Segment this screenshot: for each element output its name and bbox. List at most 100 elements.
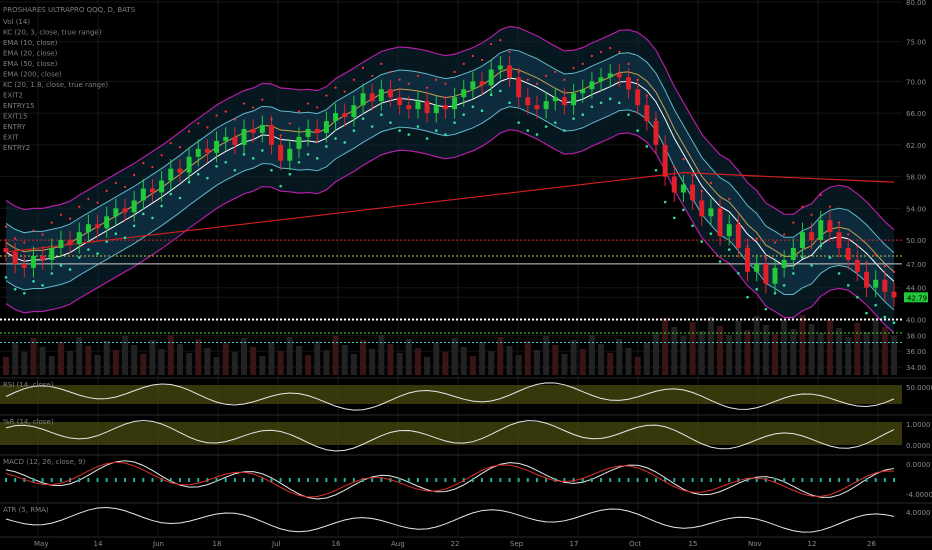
macd-histogram-bar bbox=[288, 478, 291, 482]
candle-body bbox=[571, 93, 577, 106]
exit-dot bbox=[123, 185, 127, 189]
candle-body bbox=[607, 73, 613, 78]
price-tick-label: 50.00 bbox=[906, 237, 926, 245]
entry-dot bbox=[114, 232, 118, 236]
candle-body bbox=[58, 240, 64, 249]
exit-dot bbox=[224, 110, 227, 113]
volume-bar bbox=[506, 346, 513, 375]
macd-histogram-bar bbox=[160, 478, 163, 482]
volume-bar bbox=[808, 324, 815, 375]
entry-dot bbox=[727, 248, 731, 251]
candle-body bbox=[268, 125, 274, 145]
macd-histogram-bar bbox=[819, 478, 822, 482]
volume-bar bbox=[231, 352, 238, 375]
volume-bar bbox=[662, 318, 669, 375]
candle-body bbox=[726, 224, 732, 237]
volume-bar bbox=[826, 319, 833, 375]
candle-body bbox=[287, 148, 293, 161]
entry-dot bbox=[608, 97, 612, 101]
macd-histogram-bar bbox=[874, 478, 877, 482]
entry-dot bbox=[563, 129, 566, 132]
entry-dot bbox=[59, 264, 63, 267]
candle-body bbox=[790, 248, 796, 260]
candle-body bbox=[671, 176, 677, 193]
candle-body bbox=[561, 97, 567, 106]
candle-body bbox=[818, 220, 824, 241]
exit-dot bbox=[215, 114, 218, 117]
exit-dot bbox=[746, 245, 749, 248]
macd-histogram-bar bbox=[682, 478, 685, 482]
macd-histogram-bar bbox=[508, 478, 511, 482]
candle-body bbox=[415, 101, 421, 110]
macd-histogram-bar bbox=[41, 478, 44, 482]
volume-bar bbox=[176, 344, 183, 375]
candle-body bbox=[241, 128, 247, 145]
macd-histogram-bar bbox=[764, 478, 767, 482]
exit-dot bbox=[645, 94, 648, 97]
macd-histogram-bar bbox=[14, 478, 17, 482]
volume-bar bbox=[259, 356, 266, 375]
exit-dot bbox=[133, 173, 136, 177]
candle-body bbox=[424, 101, 430, 114]
macd-histogram-bar bbox=[865, 478, 868, 482]
macd-histogram-bar bbox=[645, 478, 648, 482]
x-tick-label: May bbox=[34, 540, 48, 548]
macd-histogram-bar bbox=[444, 478, 447, 482]
macd-histogram-bar bbox=[535, 478, 538, 482]
volume-bar bbox=[643, 343, 650, 375]
exit-dot bbox=[828, 205, 832, 208]
macd-histogram-bar bbox=[133, 478, 136, 482]
exit-dot bbox=[764, 257, 767, 260]
macd-histogram-bar bbox=[325, 478, 328, 482]
exit-dot bbox=[590, 54, 593, 58]
entry-dot bbox=[755, 287, 758, 291]
exit-dot bbox=[151, 165, 154, 169]
macd-histogram-bar bbox=[142, 478, 145, 482]
entry-dot bbox=[691, 224, 694, 228]
candle-body bbox=[259, 125, 265, 133]
entry-dot bbox=[462, 113, 466, 116]
volume-bar bbox=[149, 340, 156, 375]
exit-dot bbox=[718, 209, 722, 212]
candle-body bbox=[644, 105, 650, 122]
macd-histogram-bar bbox=[224, 478, 227, 482]
entry-dot bbox=[233, 168, 237, 172]
entry-dot bbox=[105, 240, 109, 243]
macd-histogram-bar bbox=[362, 478, 365, 482]
entry-dot bbox=[132, 224, 136, 228]
macd-histogram-bar bbox=[572, 478, 575, 482]
macd-histogram-bar bbox=[343, 478, 346, 482]
symbol-title: PROSHARES ULTRAPRO QQQ, D, BATS bbox=[3, 6, 136, 14]
exit-dot bbox=[801, 205, 804, 208]
macd-histogram-bar bbox=[828, 478, 831, 482]
macd-histogram-bar bbox=[380, 478, 383, 482]
entry-dot bbox=[718, 260, 722, 263]
volume-bar bbox=[854, 323, 861, 375]
volume-bar bbox=[753, 316, 760, 375]
macd-histogram-bar bbox=[783, 478, 786, 482]
entry-dot bbox=[846, 284, 850, 287]
volume-bar bbox=[387, 344, 394, 375]
exit-dot bbox=[233, 118, 236, 121]
macd-histogram-bar bbox=[838, 478, 841, 482]
volume-bar bbox=[460, 347, 467, 375]
kc-outer-lower bbox=[5, 129, 895, 334]
candle-body bbox=[772, 267, 778, 284]
macd-histogram-bar bbox=[178, 478, 181, 482]
legend-item: EMA (50, close) bbox=[3, 60, 58, 68]
macd-histogram-bar bbox=[23, 478, 26, 482]
volume-bar bbox=[717, 326, 724, 375]
exit-dot bbox=[435, 78, 438, 81]
macd-histogram-bar bbox=[270, 478, 273, 482]
entry-dot bbox=[618, 101, 621, 105]
exit-dot bbox=[545, 74, 548, 77]
volume-bar bbox=[222, 343, 229, 375]
entry-dot bbox=[737, 272, 740, 275]
macd-histogram-bar bbox=[50, 478, 53, 482]
macd-histogram-bar bbox=[426, 478, 429, 482]
candle-body bbox=[250, 128, 256, 133]
volume-bar bbox=[186, 353, 193, 375]
volume-bar bbox=[286, 337, 293, 375]
candle-body bbox=[122, 208, 128, 213]
